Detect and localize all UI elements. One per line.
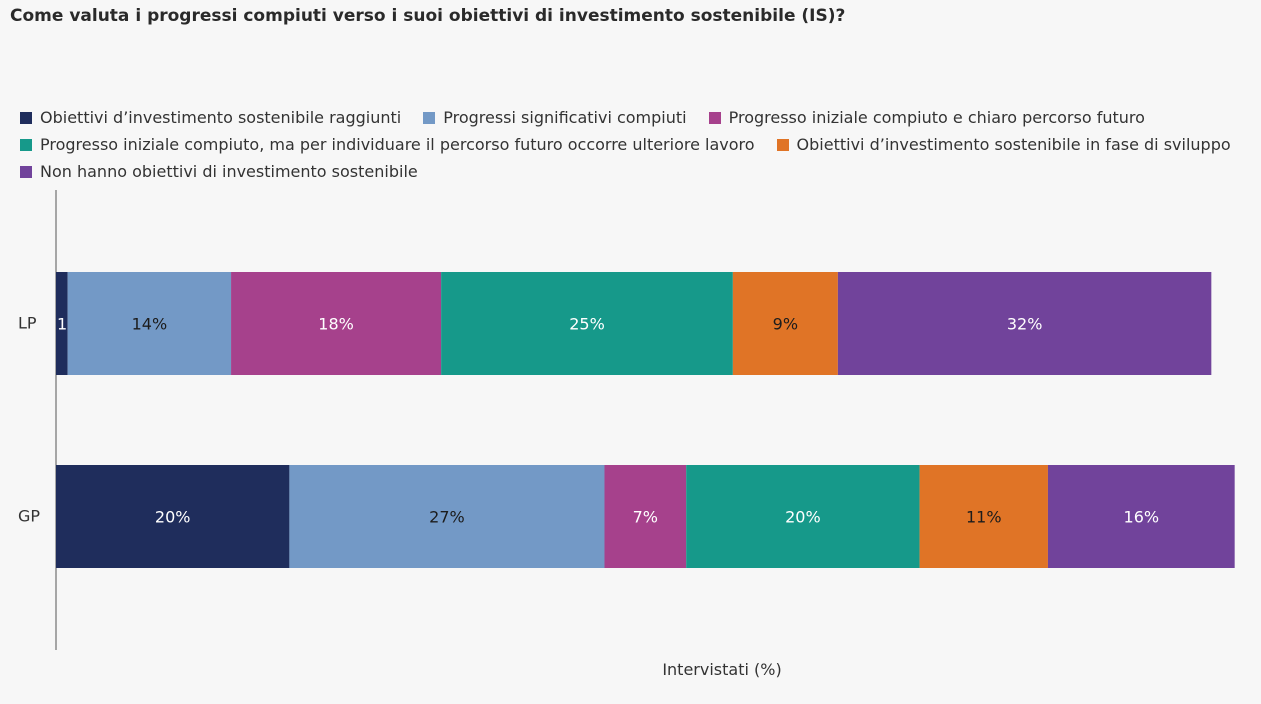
legend-row: Obiettivi d’investimento sostenibile rag… bbox=[20, 104, 1255, 131]
legend-swatch-3 bbox=[20, 139, 32, 151]
data-label-gp-2: 7% bbox=[633, 508, 658, 527]
legend-label-5: Non hanno obiettivi di investimento sost… bbox=[40, 162, 418, 181]
data-label-gp-1: 27% bbox=[429, 508, 465, 527]
data-label-lp-2: 18% bbox=[318, 315, 354, 334]
legend-item-5: Non hanno obiettivi di investimento sost… bbox=[20, 158, 418, 185]
bar-segment-gp-3 bbox=[686, 465, 920, 568]
x-axis-label: Intervistati (%) bbox=[662, 660, 782, 679]
data-label-lp-5: 32% bbox=[1007, 315, 1043, 334]
legend-item-0: Obiettivi d’investimento sostenibile rag… bbox=[20, 104, 401, 131]
bar-segment-gp-0 bbox=[56, 465, 290, 568]
data-label-gp-3: 20% bbox=[785, 508, 821, 527]
legend-swatch-1 bbox=[423, 112, 436, 124]
bar-segment-lp-4 bbox=[732, 272, 838, 375]
legend-label-0: Obiettivi d’investimento sostenibile rag… bbox=[40, 108, 402, 127]
bar-segment-lp-3 bbox=[441, 272, 733, 375]
data-label-gp-0: 20% bbox=[155, 508, 191, 527]
legend-swatch-2 bbox=[708, 112, 721, 124]
legend-swatch-0 bbox=[20, 112, 32, 124]
data-label-lp-4: 9% bbox=[773, 315, 798, 334]
legend-label-1: Progressi significativi compiuti bbox=[443, 108, 687, 127]
legend-row: Progresso iniziale compiuto, ma per indi… bbox=[20, 131, 1255, 158]
bar-segment-gp-4 bbox=[919, 465, 1048, 568]
bar-segment-lp-0 bbox=[56, 272, 68, 375]
category-label-lp: LP bbox=[18, 314, 37, 333]
legend-row: Non hanno obiettivi di investimento sost… bbox=[20, 158, 1255, 185]
bar-segment-lp-2 bbox=[231, 272, 442, 375]
data-label-lp-1: 14% bbox=[132, 315, 168, 334]
legend-label-2: Progresso iniziale compiuto e chiaro per… bbox=[728, 108, 1145, 127]
bar-segment-gp-5 bbox=[1047, 465, 1235, 568]
legend-item-4: Obiettivi d’investimento sostenibile in … bbox=[776, 131, 1231, 158]
bar-segment-gp-1 bbox=[289, 465, 605, 568]
legend-swatch-5 bbox=[20, 166, 32, 178]
legend-label-3: Progresso iniziale compiuto, ma per indi… bbox=[40, 135, 755, 154]
data-label-gp-4: 11% bbox=[966, 508, 1002, 527]
legend-item-3: Progresso iniziale compiuto, ma per indi… bbox=[20, 131, 755, 158]
legend-swatch-4 bbox=[776, 139, 789, 151]
legend: Obiettivi d’investimento sostenibile rag… bbox=[20, 104, 1255, 185]
legend-label-4: Obiettivi d’investimento sostenibile in … bbox=[796, 135, 1231, 154]
data-label-gp-5: 16% bbox=[1124, 508, 1160, 527]
chart-title: Come valuta i progressi compiuti verso i… bbox=[10, 6, 846, 26]
category-label-gp: GP bbox=[18, 507, 40, 526]
bar-segment-lp-1 bbox=[67, 272, 232, 375]
legend-item-2: Progresso iniziale compiuto e chiaro per… bbox=[708, 104, 1145, 131]
legend-item-1: Progressi significativi compiuti bbox=[423, 104, 687, 131]
bar-segment-lp-5 bbox=[837, 272, 1212, 375]
data-label-lp-3: 25% bbox=[569, 315, 605, 334]
bar-segment-gp-2 bbox=[604, 465, 687, 568]
